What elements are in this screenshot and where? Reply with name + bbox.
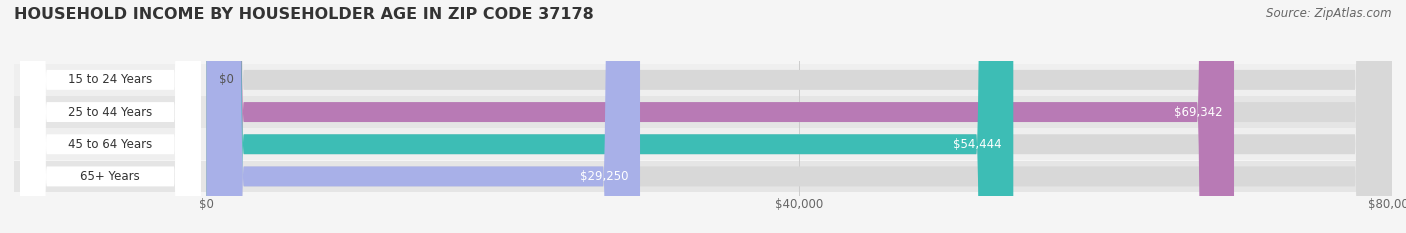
Text: 25 to 44 Years: 25 to 44 Years bbox=[69, 106, 152, 119]
FancyBboxPatch shape bbox=[14, 96, 1392, 128]
Text: $29,250: $29,250 bbox=[579, 170, 628, 183]
FancyBboxPatch shape bbox=[20, 0, 201, 233]
Text: 15 to 24 Years: 15 to 24 Years bbox=[69, 73, 152, 86]
FancyBboxPatch shape bbox=[207, 0, 1392, 233]
FancyBboxPatch shape bbox=[14, 161, 1392, 192]
Text: 45 to 64 Years: 45 to 64 Years bbox=[69, 138, 152, 151]
FancyBboxPatch shape bbox=[207, 0, 1234, 233]
Text: Source: ZipAtlas.com: Source: ZipAtlas.com bbox=[1267, 7, 1392, 20]
Text: HOUSEHOLD INCOME BY HOUSEHOLDER AGE IN ZIP CODE 37178: HOUSEHOLD INCOME BY HOUSEHOLDER AGE IN Z… bbox=[14, 7, 593, 22]
Text: $0: $0 bbox=[218, 73, 233, 86]
Text: $69,342: $69,342 bbox=[1174, 106, 1222, 119]
Text: 65+ Years: 65+ Years bbox=[80, 170, 141, 183]
FancyBboxPatch shape bbox=[207, 0, 1392, 233]
FancyBboxPatch shape bbox=[207, 0, 1392, 233]
FancyBboxPatch shape bbox=[207, 0, 1392, 233]
FancyBboxPatch shape bbox=[207, 0, 1014, 233]
FancyBboxPatch shape bbox=[14, 128, 1392, 160]
FancyBboxPatch shape bbox=[14, 64, 1392, 96]
FancyBboxPatch shape bbox=[20, 0, 201, 233]
FancyBboxPatch shape bbox=[20, 0, 201, 233]
FancyBboxPatch shape bbox=[20, 0, 201, 233]
Text: $54,444: $54,444 bbox=[953, 138, 1001, 151]
FancyBboxPatch shape bbox=[207, 0, 640, 233]
